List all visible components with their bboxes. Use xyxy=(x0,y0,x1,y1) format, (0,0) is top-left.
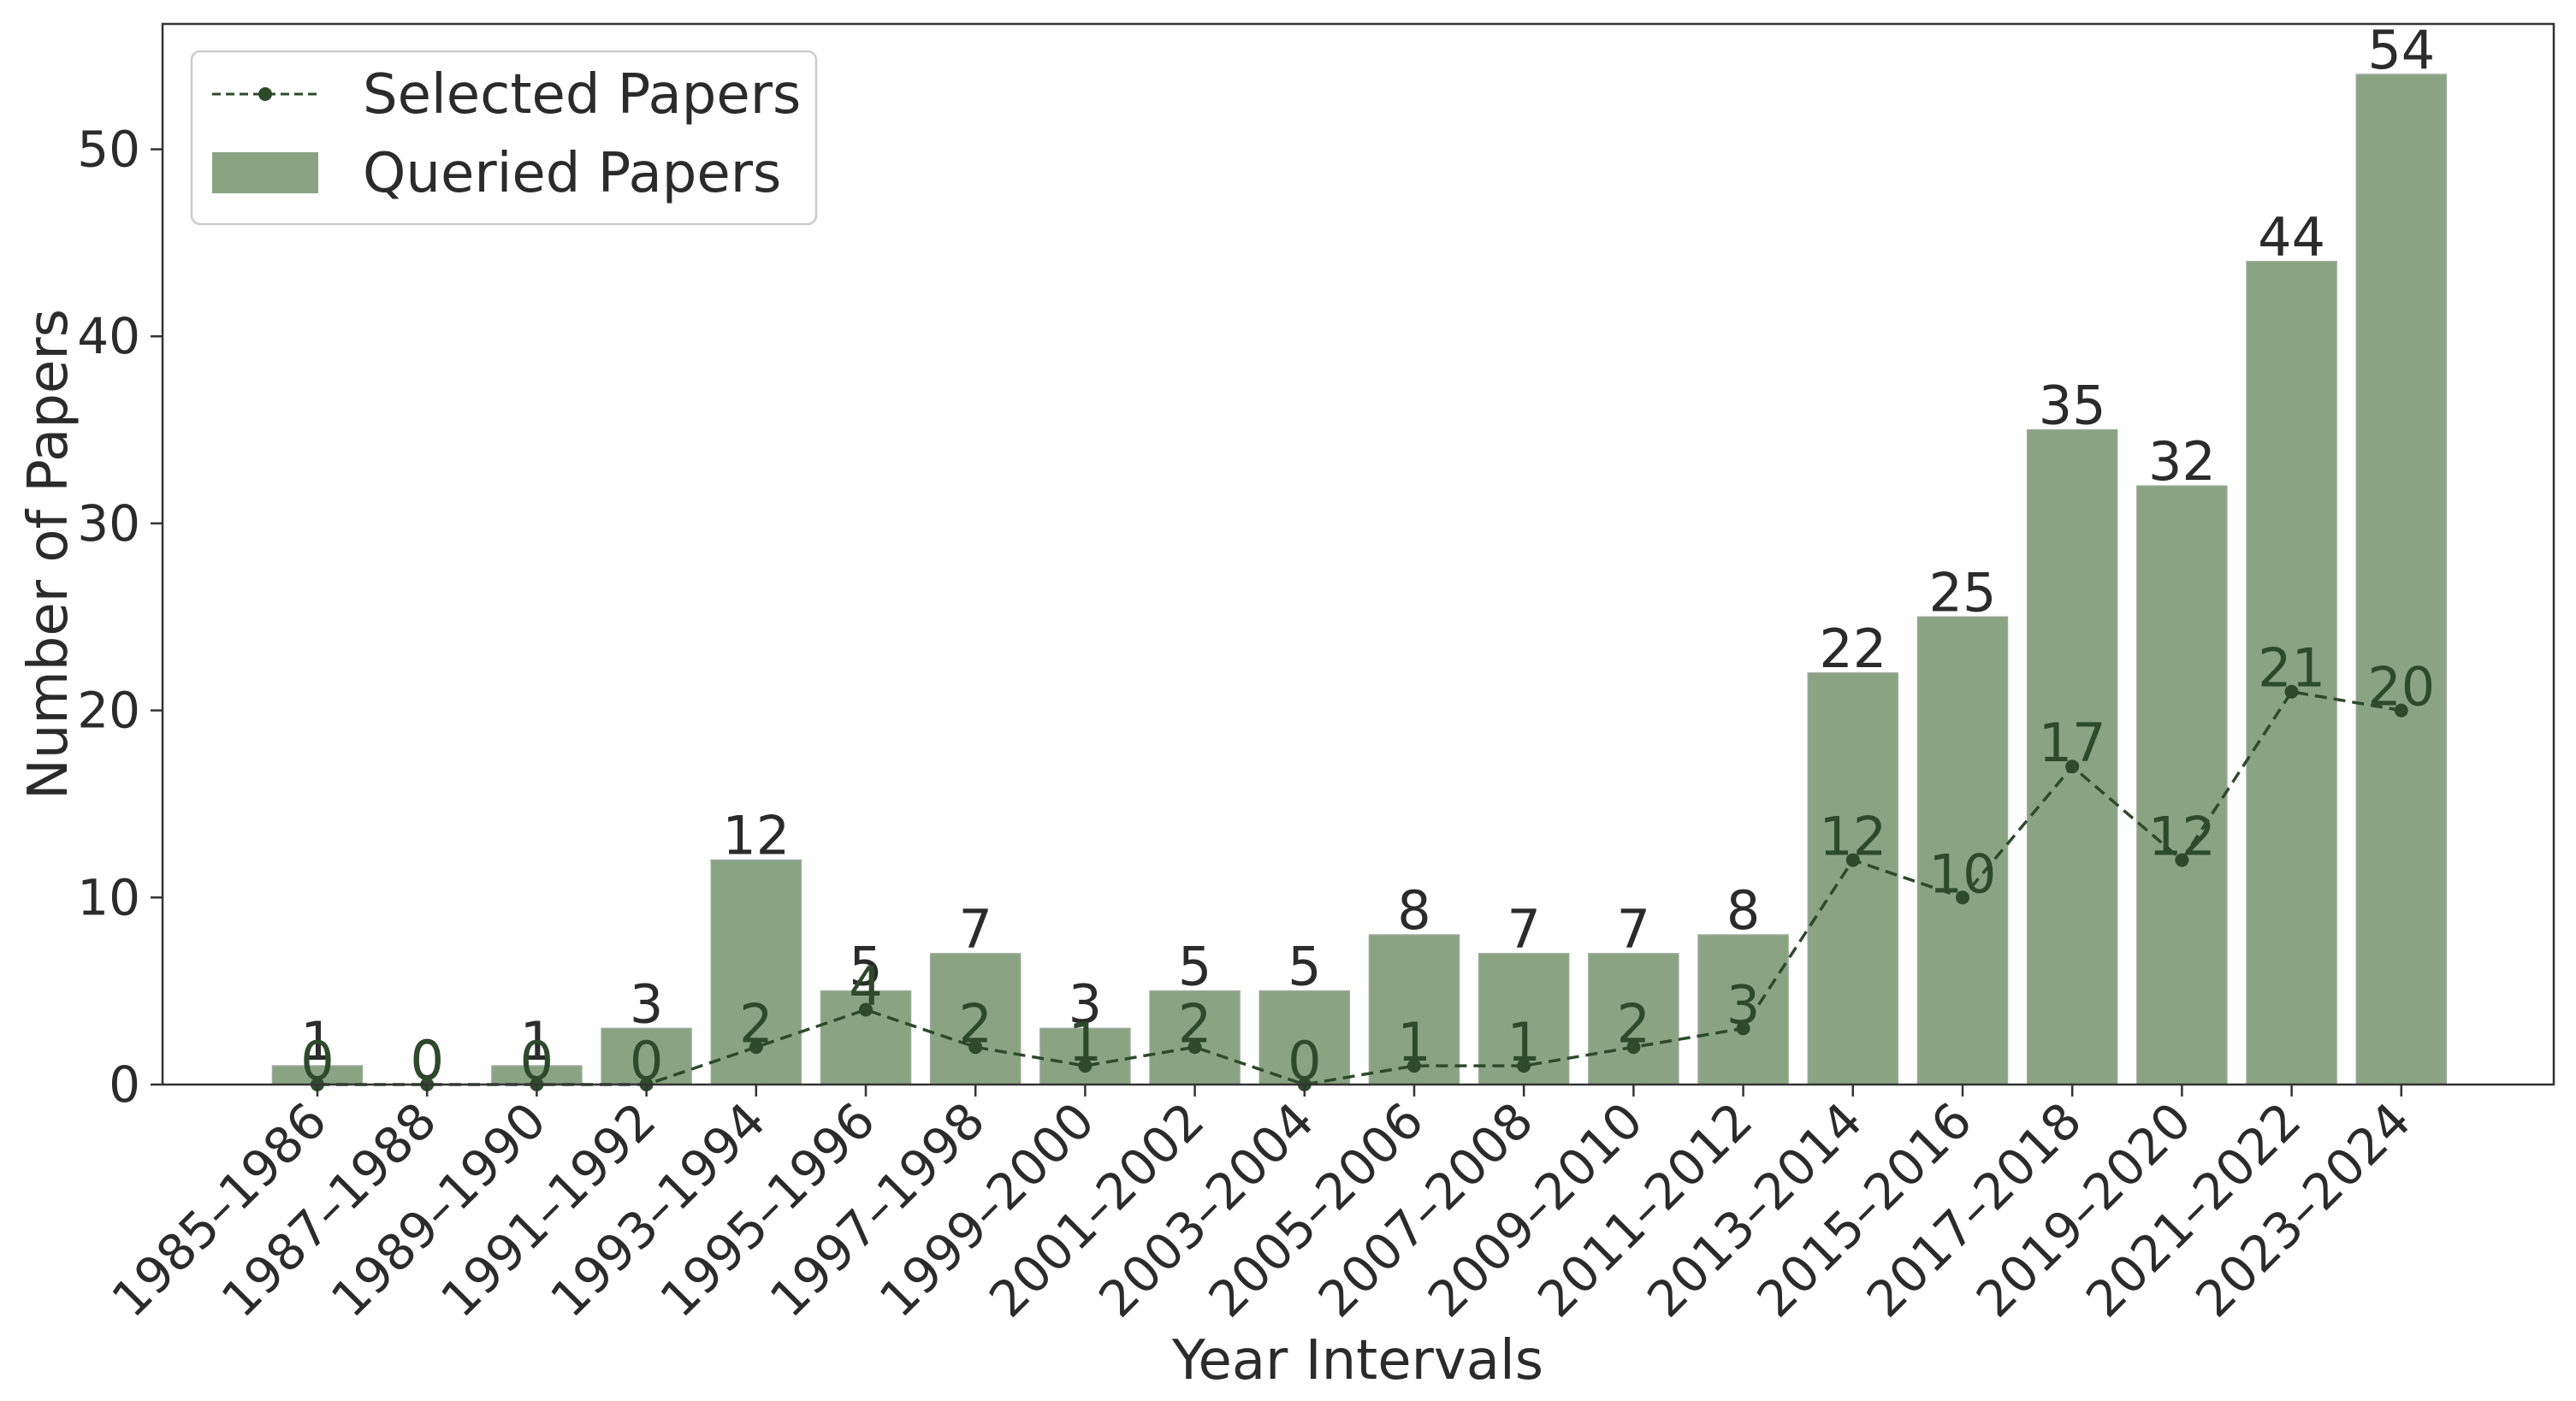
selected-value-label: 0 xyxy=(300,1030,334,1092)
selected-point xyxy=(1078,1059,1093,1073)
selected-value-label: 20 xyxy=(2367,656,2435,718)
selected-value-label: 1 xyxy=(1507,1011,1540,1073)
bar-value-label: 7 xyxy=(958,898,992,961)
bar xyxy=(1807,672,1899,1085)
bar xyxy=(1149,990,1241,1085)
selected-point xyxy=(2394,703,2408,718)
selected-point xyxy=(1845,853,1860,867)
bar xyxy=(2136,485,2228,1085)
selected-value-label: 2 xyxy=(958,992,992,1055)
bar-value-label: 1 xyxy=(300,1010,334,1073)
bar-value-label: 32 xyxy=(2148,430,2216,493)
selected-point xyxy=(2175,853,2189,867)
bar-value-label: 22 xyxy=(1819,618,1886,680)
legend-label-selected: Selected Papers xyxy=(363,63,801,127)
y-tick-label: 40 xyxy=(77,307,140,365)
y-axis: 0 10 20 30 40 50 xyxy=(77,121,163,1114)
selected-point xyxy=(2284,684,2299,699)
y-tick-label: 20 xyxy=(77,682,140,740)
selected-value-label: 21 xyxy=(2258,637,2325,700)
bar xyxy=(1039,1027,1131,1085)
bar xyxy=(929,953,1022,1085)
y-tick-label: 30 xyxy=(77,494,140,553)
selected-point xyxy=(1517,1059,1531,1073)
bar-value-label: 25 xyxy=(1929,561,1997,624)
bar xyxy=(1588,953,1679,1085)
selected-value-label: 1 xyxy=(1069,1011,1102,1073)
selected-value-label: 0 xyxy=(410,1030,443,1092)
x-axis-label: Year Intervals xyxy=(1171,1329,1543,1392)
bar-value-label: 3 xyxy=(1069,972,1102,1035)
bar-value-label: 3 xyxy=(630,972,663,1035)
plot-frame xyxy=(161,22,2555,1086)
bar xyxy=(1697,934,1789,1085)
selected-value-label: 17 xyxy=(2039,712,2106,774)
selected-value-label: 4 xyxy=(849,955,882,1018)
selected-value-label: 2 xyxy=(1617,992,1650,1055)
selected-value-label: 0 xyxy=(1288,1030,1321,1092)
selected-line xyxy=(317,689,2402,1086)
bar-value-label: 8 xyxy=(1726,879,1760,942)
y-tick-label: 10 xyxy=(77,868,140,926)
selected-value-label: 3 xyxy=(1726,973,1760,1036)
bar-value-label: 7 xyxy=(1507,898,1540,961)
legend-box xyxy=(190,50,818,226)
bar-value-label: 35 xyxy=(2039,375,2106,437)
bar xyxy=(2246,260,2337,1085)
bar-value-label: 7 xyxy=(1617,898,1650,961)
selected-point xyxy=(968,1040,983,1055)
legend: Selected Papers Queried Papers xyxy=(190,50,818,226)
bar-value-label: 44 xyxy=(2258,206,2325,269)
selected-point xyxy=(1187,1040,1202,1055)
selected-value-label: 12 xyxy=(1819,806,1886,868)
selected-value-label: 2 xyxy=(1178,992,1211,1055)
bar xyxy=(1916,616,2009,1085)
bar-value-label: 5 xyxy=(849,936,882,998)
legend-queried-swatch-icon xyxy=(212,152,318,193)
selected-point xyxy=(1736,1021,1750,1036)
bar-value-label: 5 xyxy=(1178,936,1211,998)
selected-point xyxy=(2065,760,2080,774)
bar-value-label: 54 xyxy=(2367,19,2435,81)
bar xyxy=(1258,990,1351,1085)
selected-value-label: 10 xyxy=(1929,842,1997,905)
legend-label-queried: Queried Papers xyxy=(363,142,781,205)
selected-value-label: 2 xyxy=(739,992,773,1055)
selected-value-label: 12 xyxy=(2148,806,2216,868)
bar-series xyxy=(271,74,2448,1085)
selected-point xyxy=(1407,1059,1421,1073)
selected-value-label: 0 xyxy=(520,1030,554,1092)
selected-value-label: 1 xyxy=(1397,1011,1430,1073)
selected-point xyxy=(749,1040,763,1055)
selected-value-label: 0 xyxy=(630,1030,663,1092)
selected-point xyxy=(859,1002,873,1017)
bar-value-label: 5 xyxy=(1288,936,1321,998)
bar xyxy=(2355,74,2448,1085)
y-tick-label: 0 xyxy=(109,1055,140,1114)
y-tick-label: 50 xyxy=(77,121,140,179)
bar xyxy=(2026,429,2118,1085)
bar-value-label: 1 xyxy=(520,1010,554,1073)
bar-value-label: 8 xyxy=(1397,879,1430,942)
selected-point xyxy=(1956,890,1969,905)
y-axis-label: Number of Papers xyxy=(17,309,80,800)
selected-point xyxy=(1626,1040,1641,1055)
legend-selected-marker-icon xyxy=(258,87,272,101)
bar-value-label: 12 xyxy=(722,805,790,867)
x-axis: 1985–19861987–19881989–19901991–19921993… xyxy=(101,1085,2422,1328)
